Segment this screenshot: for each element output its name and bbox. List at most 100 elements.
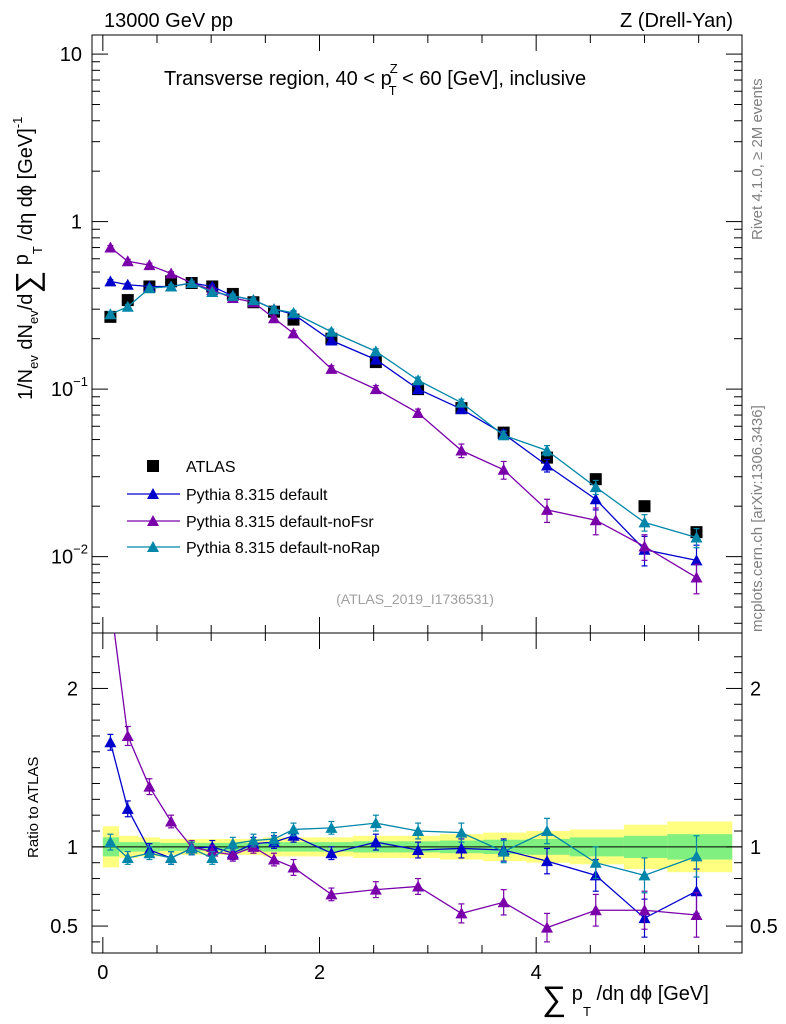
ratio-ytick-label-right: 1: [750, 837, 761, 859]
ratio-point-norap: [455, 826, 468, 838]
plot-title-sub: T: [389, 83, 397, 98]
main-point-nofsr: [412, 407, 425, 419]
main-ytick-exp: −2: [73, 542, 88, 557]
ratio-series-clipped: [104, 633, 703, 943]
ratio-point-norap: [287, 823, 300, 835]
main-point-default: [412, 383, 425, 395]
main-point-default: [589, 493, 602, 505]
legend-marker-default: [147, 488, 159, 499]
ratio-point-norap: [638, 869, 651, 881]
main-point-norap: [412, 374, 425, 386]
ratio-ytick-label: 2: [67, 678, 78, 700]
plot-title: Transverse region, 40 < pZ T < 60 [GeV], …: [164, 61, 586, 98]
ratio-point-default: [412, 844, 425, 856]
ratio-point-nofsr: [638, 904, 651, 916]
main-point-norap: [121, 300, 134, 312]
analysis-watermark: (ATLAS_2019_I1736531): [336, 591, 494, 607]
ratio-point-nofsr: [325, 888, 338, 900]
ratio-point-norap: [690, 850, 703, 862]
main-point-default: [690, 554, 703, 566]
xlabel-a: p: [566, 983, 583, 1005]
ratio-point-default: [121, 802, 134, 814]
ratio-point-norap: [185, 842, 198, 854]
main-ytick-base: 1: [71, 212, 82, 234]
main-point-norap: [638, 516, 651, 528]
legend-marker-nofsr: [147, 515, 159, 526]
rivet-label: Rivet 4.1.0, ≥ 2M events: [749, 78, 766, 240]
main-point-atlas: [121, 294, 134, 307]
main-point-norap: [541, 444, 553, 456]
ratio-point-default: [455, 842, 468, 854]
ratio-point-norap: [268, 832, 280, 844]
main-point-norap: [497, 429, 510, 441]
ylabel-sub2: ev: [26, 310, 41, 324]
ratio-point-norap: [206, 851, 219, 863]
main-point-nofsr: [121, 255, 134, 267]
main-ytick-base: 10: [60, 44, 82, 66]
main-point-norap: [104, 308, 117, 320]
legend-marker-atlas: [147, 460, 159, 472]
main-point-nofsr: [165, 267, 178, 279]
main-ytick-base: 10: [51, 547, 73, 569]
ratio-ytick-label-right: 0.5: [750, 916, 778, 938]
xlabel-sub: T: [583, 1004, 591, 1019]
ratio-point-norap: [589, 856, 602, 868]
main-point-norap: [325, 325, 338, 337]
plot-title-a: Transverse region, 40 < p: [164, 68, 392, 90]
main-point-norap: [247, 294, 260, 306]
main-ytick-label: 10−2: [51, 542, 88, 569]
main-point-norap: [268, 303, 280, 315]
main-point-norap: [690, 531, 703, 543]
main-ytick-label: 10: [60, 44, 82, 66]
main-point-norap: [226, 289, 239, 301]
ylabel-sum: ∑: [9, 271, 45, 294]
main-point-nofsr: [369, 383, 382, 395]
main-ytick-label: 1: [71, 212, 82, 234]
ylabel-d: p: [11, 254, 33, 271]
main-point-atlas: [638, 500, 651, 513]
main-point-default: [541, 459, 553, 471]
ratio-point-nofsr: [455, 907, 468, 919]
ylabel-sub3: T: [30, 246, 45, 254]
ratio-point-norap: [247, 834, 260, 846]
main-ytick-base: 10: [51, 379, 73, 401]
main-point-default: [455, 403, 468, 415]
ratio-point-nofsr: [268, 853, 280, 865]
ratio-point-nofsr: [497, 896, 510, 908]
ylabel-e: /dη dϕ [GeV]: [15, 128, 37, 246]
ratio-point-norap: [412, 825, 425, 837]
ratio-point-nofsr: [121, 729, 134, 741]
ratio-point-norap: [325, 821, 338, 833]
plot-title-sup: Z: [390, 61, 398, 76]
header-left: 13000 GeV pp: [104, 10, 233, 32]
x-axis-label: ∑ pT /dη dϕ [GeV]: [542, 980, 709, 1019]
ratio-point-nofsr: [412, 880, 425, 892]
ratio-y-axis-label: Ratio to ATLAS: [25, 757, 42, 858]
main-point-default: [325, 334, 338, 346]
ratio-point-default: [541, 855, 553, 867]
xlabel-b: /dη dϕ [GeV]: [591, 983, 709, 1005]
mcplots-label: mcplots.cern.ch [arXiv:1306.3436]: [749, 405, 766, 632]
ratio-line-nofsr: [113, 633, 697, 929]
ratio-point-norap: [369, 817, 382, 829]
main-point-norap: [143, 282, 156, 294]
ratio-point-nofsr: [143, 780, 156, 792]
ratio-point-norap: [165, 851, 178, 863]
legend: ATLAS Pythia 8.315 default Pythia 8.315 …: [127, 459, 380, 557]
legend-label-nofsr: Pythia 8.315 default-noFsr: [186, 514, 374, 531]
main-y-axis-label: 1/Nev dNev/d∑ pT /dη dϕ [GeV]-1: [9, 117, 45, 400]
legend-label-norap: Pythia 8.315 default-noRap: [186, 540, 380, 557]
main-ytick-exp: −1: [73, 374, 88, 389]
ratio-point-norap: [143, 847, 156, 859]
legend-label-atlas: ATLAS: [186, 459, 236, 476]
ratio-point-norap: [497, 845, 510, 857]
ylabel-a: 1/N: [15, 369, 37, 400]
main-point-default: [121, 278, 134, 290]
ratio-point-norap: [121, 851, 134, 863]
ratio-point-norap: [226, 837, 239, 849]
main-point-default: [369, 353, 382, 365]
main-point-nofsr: [541, 503, 553, 515]
main-point-nofsr: [268, 312, 280, 324]
ratio-point-default: [369, 836, 382, 848]
main-point-nofsr: [287, 327, 300, 339]
